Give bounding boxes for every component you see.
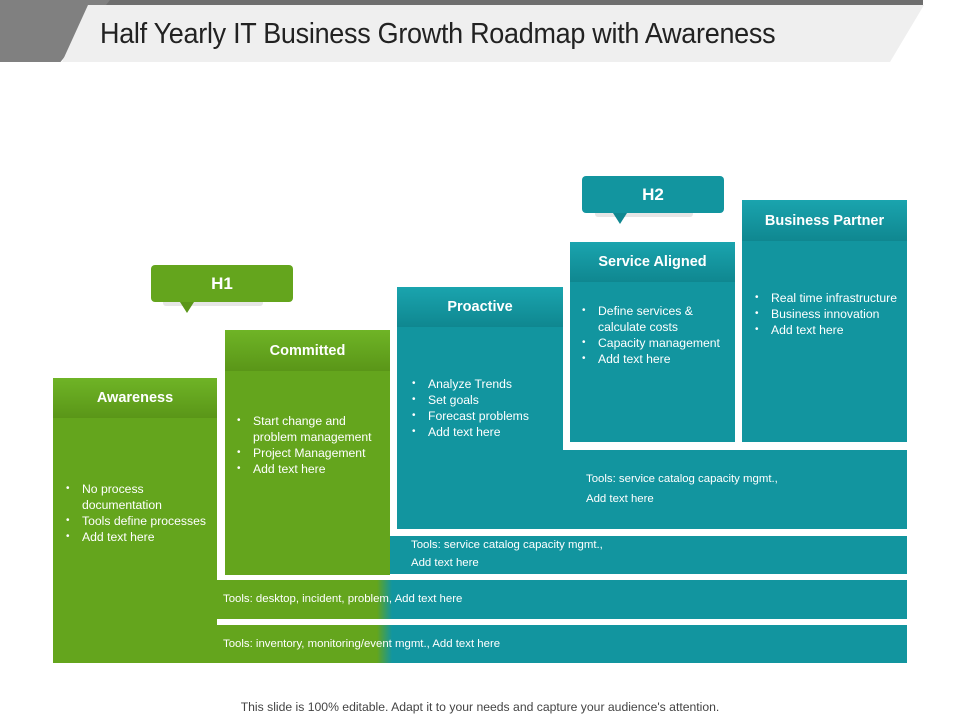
list-item: Project Management	[237, 445, 385, 461]
h1-phase-bubble: H1	[151, 265, 293, 302]
stage-business-partner-list: Real time infrastructure Business innova…	[755, 290, 903, 338]
tools-row-3: Tools: service catalog capacity mgmt., A…	[390, 536, 907, 574]
h1-bubble-pointer	[180, 302, 194, 313]
stage-awareness-header: Awareness	[53, 378, 217, 418]
list-item: Define services & calculate costs	[582, 303, 730, 335]
list-item: Add text here	[237, 461, 385, 477]
tools-row-1-text: Tools: inventory, monitoring/event mgmt.…	[223, 638, 501, 650]
list-item: Add text here	[755, 322, 903, 338]
list-item: Capacity management	[582, 335, 730, 351]
stage-committed-header: Committed	[225, 330, 390, 371]
tools-row-2: Tools: desktop, incident, problem, Add t…	[217, 580, 907, 619]
list-item: Tools define processes	[66, 513, 211, 529]
list-item: Add text here	[66, 529, 211, 545]
tools-row-3-line-2: Add text here	[411, 557, 479, 569]
stage-service-aligned-header: Service Aligned	[570, 242, 735, 282]
page-title: Half Yearly IT Business Growth Roadmap w…	[100, 18, 776, 50]
list-item: Analyze Trends	[412, 376, 560, 392]
list-item: Add text here	[412, 424, 560, 440]
tools-row-4-line-2: Add text here	[586, 493, 654, 505]
stage-service-aligned-list: Define services & calculate costs Capaci…	[582, 303, 730, 367]
title-banner	[62, 5, 924, 62]
stage-business-partner-header: Business Partner	[742, 200, 907, 241]
tools-row-4: Tools: service catalog capacity mgmt., A…	[563, 450, 907, 529]
list-item: Add text here	[582, 351, 730, 367]
tools-row-1: Tools: inventory, monitoring/event mgmt.…	[217, 625, 907, 663]
tools-row-2-text: Tools: desktop, incident, problem, Add t…	[223, 593, 463, 605]
list-item: Real time infrastructure	[755, 290, 903, 306]
stage-proactive-list: Analyze Trends Set goals Forecast proble…	[412, 376, 560, 440]
list-item: No process documentation	[66, 481, 211, 513]
footer-note: This slide is 100% editable. Adapt it to…	[240, 700, 720, 714]
tools-row-4-line-1: Tools: service catalog capacity mgmt.,	[586, 473, 778, 485]
h2-bubble-pointer	[613, 213, 627, 224]
list-item: Forecast problems	[412, 408, 560, 424]
stage-awareness-list: No process documentation Tools define pr…	[66, 481, 211, 545]
stage-committed-list: Start change and problem management Proj…	[237, 413, 385, 477]
list-item: Set goals	[412, 392, 560, 408]
tools-row-3-line-1: Tools: service catalog capacity mgmt.,	[411, 539, 603, 551]
title-accent-line	[85, 0, 923, 5]
list-item: Business innovation	[755, 306, 903, 322]
h2-phase-bubble: H2	[582, 176, 724, 213]
list-item: Start change and problem management	[237, 413, 385, 445]
stage-proactive-header: Proactive	[397, 287, 563, 327]
